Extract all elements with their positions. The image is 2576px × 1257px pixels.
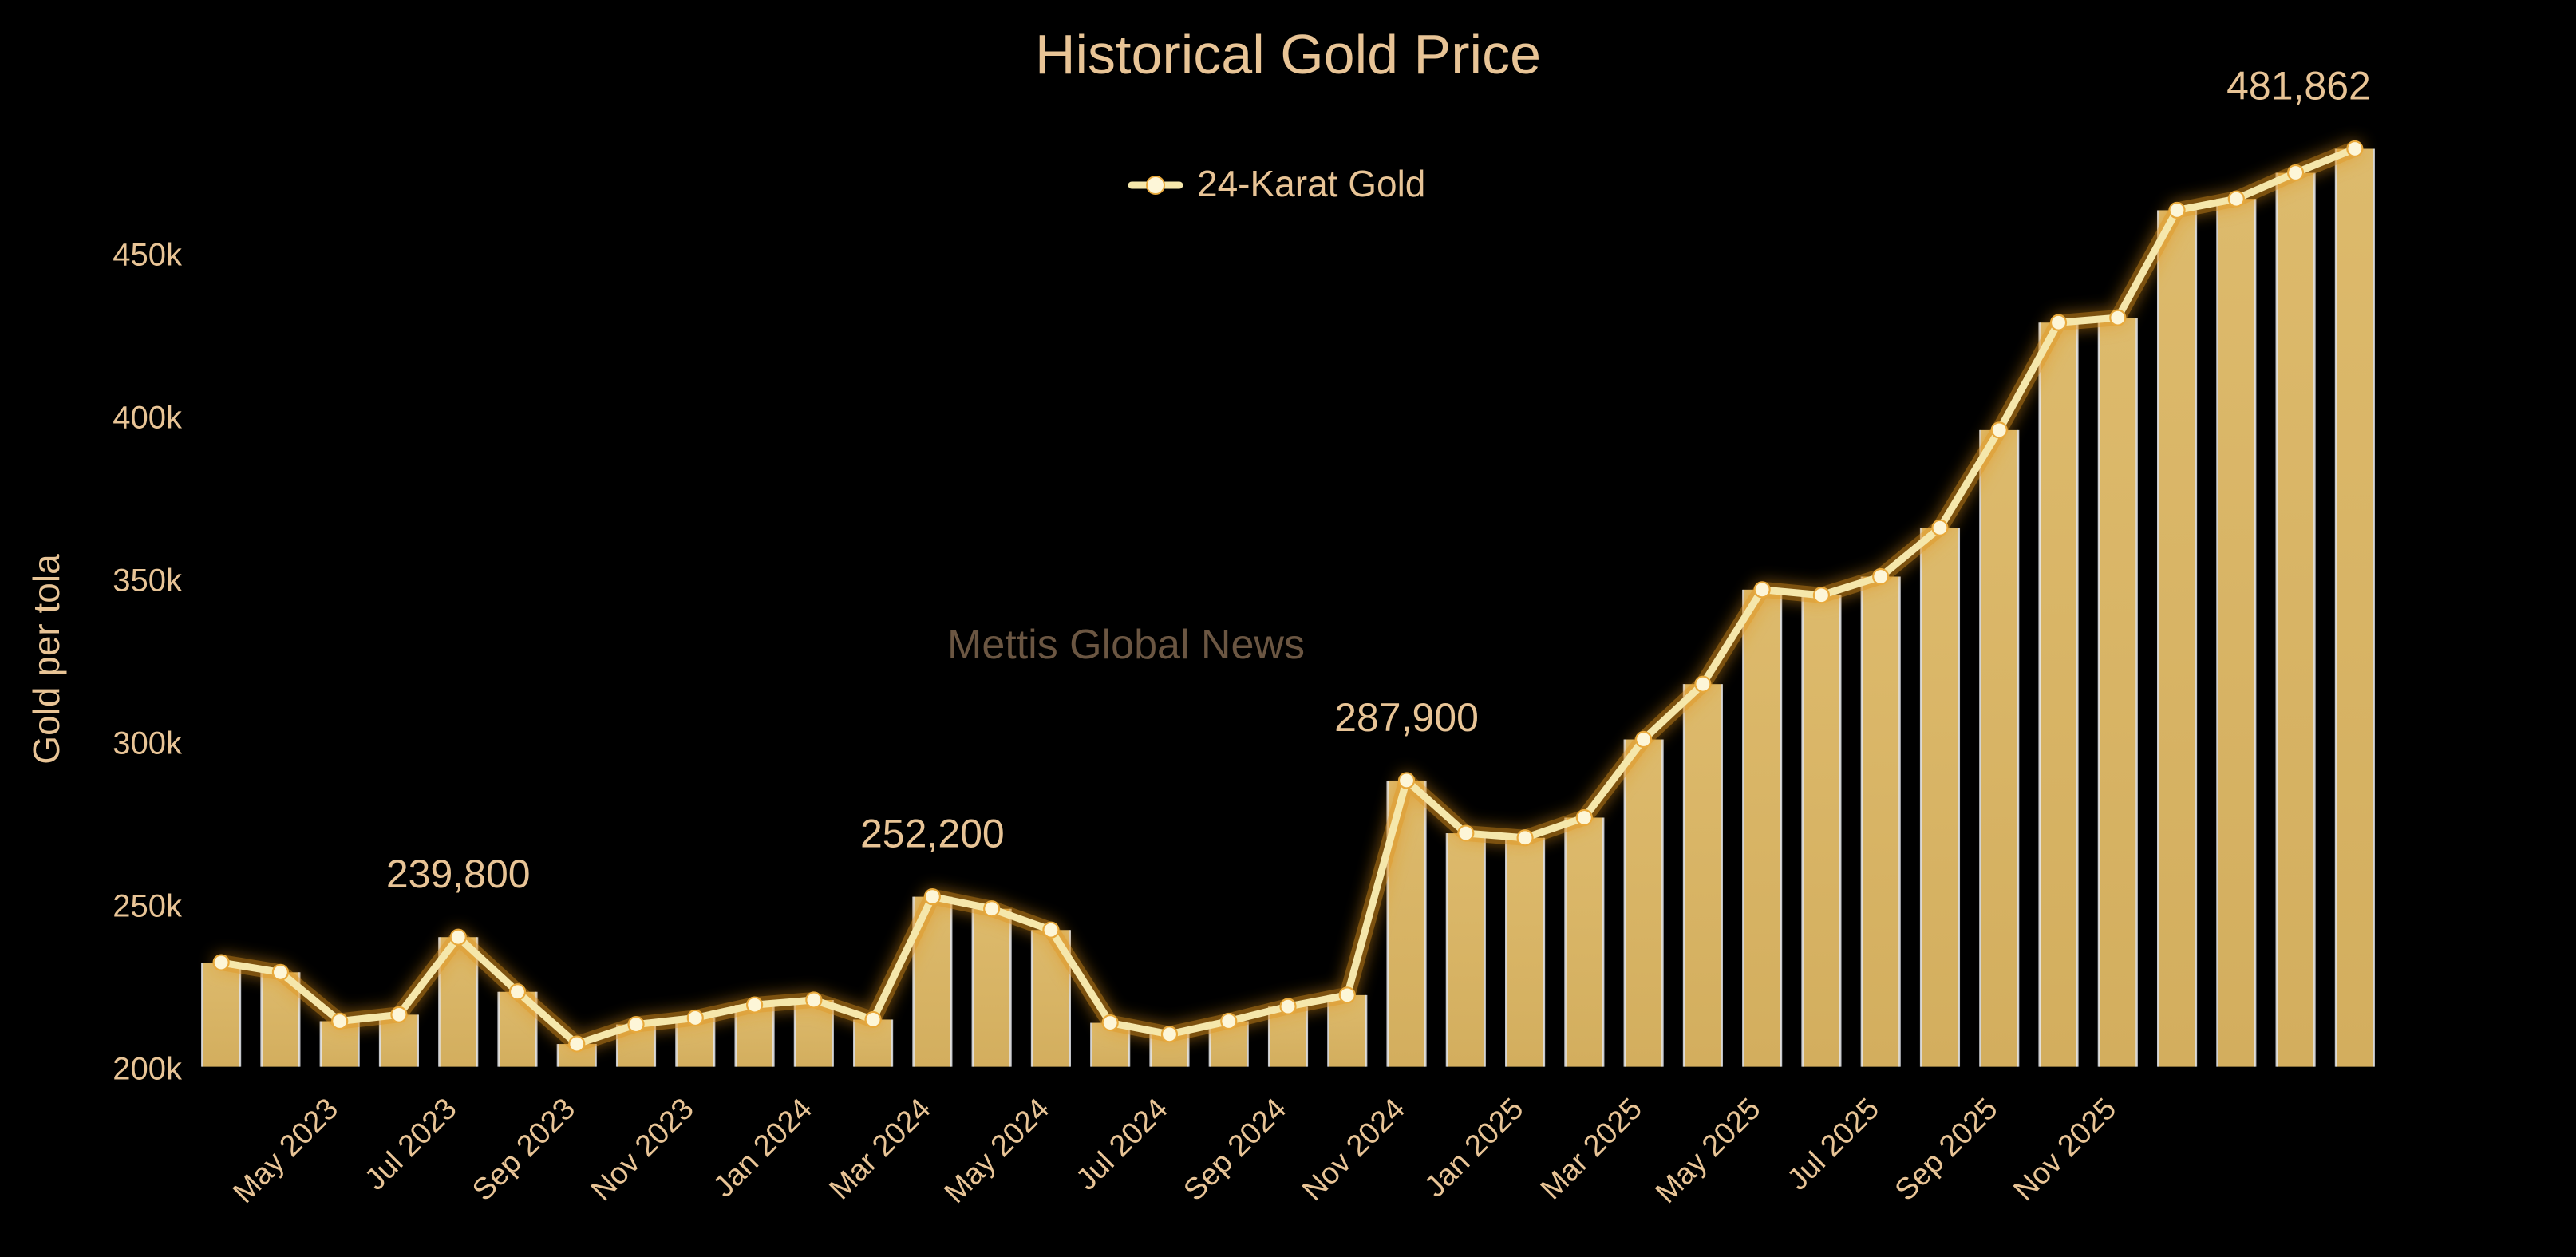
svg-text:481,862: 481,862 (2226, 63, 2371, 108)
svg-text:Gold per tola: Gold per tola (26, 554, 67, 765)
svg-text:287,900: 287,900 (1334, 695, 1479, 740)
svg-text:Mettis Global News: Mettis Global News (947, 622, 1305, 668)
svg-text:300k: 300k (113, 726, 183, 761)
svg-text:450k: 450k (113, 238, 183, 273)
svg-text:400k: 400k (113, 401, 183, 436)
svg-text:350k: 350k (113, 563, 183, 599)
svg-text:Historical Gold Price: Historical Gold Price (1035, 23, 1541, 85)
svg-text:200k: 200k (113, 1052, 183, 1087)
svg-text:24-Karat Gold: 24-Karat Gold (1197, 163, 1425, 204)
svg-text:250k: 250k (113, 889, 183, 924)
svg-text:239,800: 239,800 (386, 852, 531, 896)
svg-text:252,200: 252,200 (860, 812, 1005, 856)
